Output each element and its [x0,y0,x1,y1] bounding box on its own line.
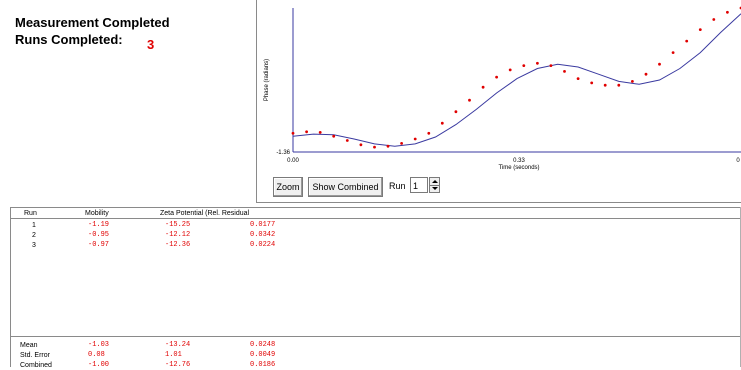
run-spinner[interactable] [429,177,440,193]
show-combined-button[interactable]: Show Combined [308,177,383,197]
data-point [712,18,716,21]
x-axis-label: Time (seconds) [498,165,539,171]
summary-residual: 0.0186 [250,361,276,369]
data-point [522,64,526,67]
table-top-border [10,207,741,208]
row-run: 2 [32,232,36,239]
data-point [671,51,675,54]
summary-divider [10,336,741,337]
runs-completed-label: Runs Completed: [15,32,123,47]
data-point [603,83,607,87]
row-residual: 0.0177 [250,221,276,229]
data-point [549,64,553,67]
data-point [685,39,689,43]
summary-mobility: -1.00 [88,361,110,369]
data-point [400,142,403,145]
summary-zeta: -12.76 [165,361,191,369]
data-point [631,80,634,83]
row-mobility: -0.97 [88,241,110,249]
data-point [291,131,295,135]
data-point [468,98,471,102]
data-point [359,143,363,147]
runs-completed-value: 3 [147,37,155,52]
data-point [318,131,322,134]
row-run: 1 [32,222,36,229]
data-point [373,145,376,149]
x-tick-label: 0.00 [287,158,299,164]
summary-label: Std. Error [20,352,50,359]
data-point [698,28,702,31]
measurement-status: Measurement Completed [15,15,170,30]
data-point [617,83,621,87]
table-header-divider [10,218,741,219]
y-tick-label: -1.36 [276,150,290,156]
data-point [440,121,444,125]
data-point [481,85,485,89]
table-left-border [10,207,11,367]
col-header-run: Run [24,210,37,217]
summary-label: Combined [20,362,52,369]
summary-zeta: 1.01 [165,351,182,359]
summary-mobility: 0.08 [88,351,105,359]
x-tick-label: 0 [736,158,740,164]
row-zeta: -12.36 [165,241,191,249]
row-zeta: -12.12 [165,231,191,239]
spin-up-icon[interactable] [432,180,438,183]
x-tick-label: 0.33 [513,158,525,164]
status-panel: Measurement Completed Runs Completed: [15,14,170,48]
summary-residual: 0.0049 [250,351,276,359]
data-point [536,61,539,65]
data-point [332,134,336,138]
spinner-divider [430,185,439,186]
fit-curve [292,13,741,147]
data-point [658,62,661,66]
run-number-input[interactable]: 1 [410,177,428,193]
row-mobility: -1.19 [88,221,110,229]
data-point [726,10,729,14]
row-residual: 0.0342 [250,231,276,239]
row-run: 3 [32,242,36,249]
data-point [305,130,308,134]
summary-residual: 0.0248 [250,341,276,349]
row-residual: 0.0224 [250,241,276,249]
data-point [345,139,349,142]
data-point [644,72,648,76]
row-zeta: -15.25 [165,221,191,229]
col-header-mobility: Mobility [85,210,109,217]
data-point [508,68,512,72]
data-point [563,70,566,73]
y-axis-label: Phase (radians) [264,59,270,101]
zoom-button[interactable]: Zoom [273,177,303,197]
row-mobility: -0.95 [88,231,110,239]
phase-plot: 0.00 0.33 0 -1.36 Time (seconds) Phase (radia… [264,6,741,171]
data-point [427,131,431,135]
col-header-zeta: Zeta Potential (Rel. Residual [160,210,250,217]
summary-label: Mean [20,342,38,349]
data-point [454,110,458,114]
data-point [495,75,498,79]
summary-mobility: -1.03 [88,341,110,349]
data-point [590,81,594,85]
spin-down-icon[interactable] [432,187,438,190]
run-label: Run [389,181,406,191]
summary-zeta: -13.24 [165,341,191,349]
data-point [386,144,390,148]
data-point [413,137,417,141]
phase-plot-panel: 0.00 0.33 0 -1.36 Time (seconds) Phase (radia… [256,0,741,203]
data-point [576,77,580,80]
